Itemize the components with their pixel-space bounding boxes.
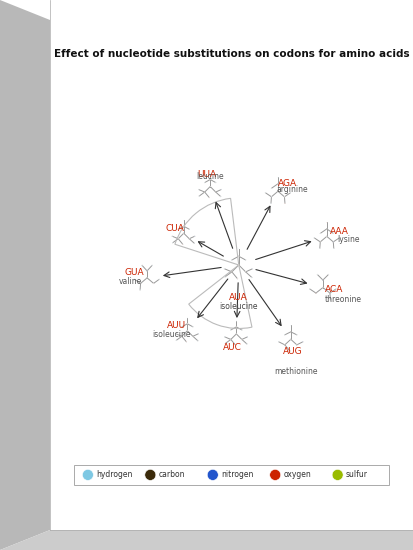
Text: oxygen: oxygen <box>283 470 311 480</box>
Text: valine: valine <box>119 277 142 287</box>
Text: arginine: arginine <box>277 185 308 194</box>
Circle shape <box>332 469 343 480</box>
Circle shape <box>207 469 218 480</box>
Text: methionine: methionine <box>275 367 318 376</box>
Text: lysine: lysine <box>337 235 360 244</box>
Text: Effect of nucleotide substitutions on codons for amino acids: Effect of nucleotide substitutions on co… <box>54 50 409 59</box>
Circle shape <box>145 469 156 480</box>
Text: GUA: GUA <box>125 268 144 278</box>
Text: isoleucine: isoleucine <box>152 330 190 339</box>
Text: UUA: UUA <box>197 170 216 179</box>
Text: AGA: AGA <box>278 179 297 189</box>
Text: threonine: threonine <box>324 295 361 304</box>
FancyBboxPatch shape <box>74 465 389 485</box>
Text: AUC: AUC <box>223 343 242 352</box>
Text: AAA: AAA <box>330 227 349 236</box>
Circle shape <box>270 469 281 480</box>
Polygon shape <box>0 0 50 550</box>
Polygon shape <box>0 530 413 550</box>
Text: AUU: AUU <box>167 321 186 331</box>
Text: carbon: carbon <box>158 470 185 480</box>
Text: hydrogen: hydrogen <box>96 470 132 480</box>
Text: isoleucine: isoleucine <box>220 302 258 311</box>
Text: AUA: AUA <box>229 293 248 302</box>
Text: AUG: AUG <box>283 347 302 356</box>
Text: nitrogen: nitrogen <box>221 470 253 480</box>
Text: ACA: ACA <box>325 285 343 294</box>
Text: leucine: leucine <box>197 172 224 182</box>
Circle shape <box>83 469 93 480</box>
Text: CUA: CUA <box>165 224 184 233</box>
Text: sulfur: sulfur <box>346 470 368 480</box>
Bar <box>50 0 413 530</box>
